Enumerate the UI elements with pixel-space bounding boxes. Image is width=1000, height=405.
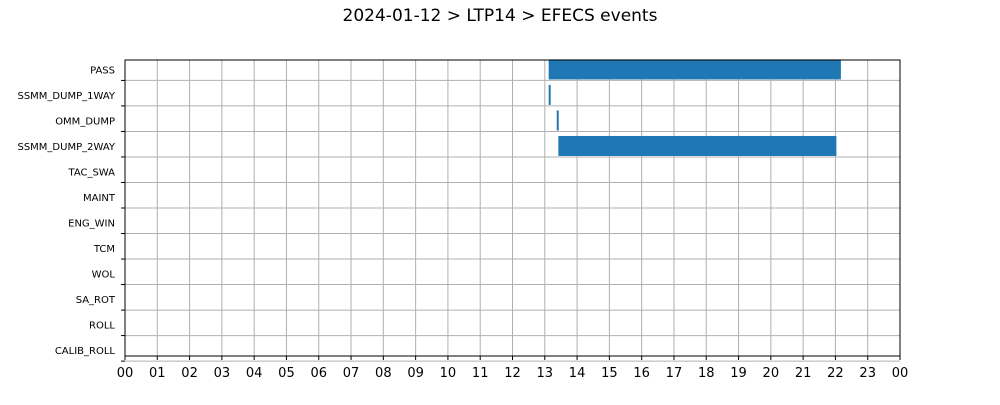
x-tick-label: 11: [472, 366, 489, 381]
x-tick-label: 06: [310, 366, 327, 381]
x-tick-label: 07: [343, 366, 360, 381]
x-tick-label: 04: [246, 366, 263, 381]
y-tick-label: SSMM_DUMP_1WAY: [17, 91, 115, 102]
event-bar-ssmm-dump-1way: [548, 84, 551, 105]
x-tick-label: 14: [569, 366, 586, 381]
x-tick-label: 22: [827, 366, 844, 381]
x-tick-label: 13: [537, 366, 554, 381]
x-tick-label: 00: [892, 366, 909, 381]
y-tick-label: TCM: [93, 244, 115, 255]
event-bar-pass: [548, 59, 841, 80]
y-tick-label: WOL: [92, 270, 116, 281]
x-tick-label: 00: [117, 366, 134, 381]
x-tick-label: 05: [278, 366, 295, 381]
y-tick-label: CALIB_ROLL: [55, 346, 116, 357]
y-tick-label: MAINT: [83, 193, 116, 204]
y-tick-label: SA_ROT: [76, 295, 116, 306]
event-bar-omm-dump: [556, 110, 559, 131]
x-tick-label: 02: [181, 366, 198, 381]
x-tick-label: 01: [149, 366, 166, 381]
x-tick-label: 20: [763, 366, 780, 381]
chart-title: 2024-01-12 > LTP14 > EFECS events: [342, 6, 658, 26]
y-tick-label: ROLL: [89, 321, 115, 332]
x-tick-label: 12: [504, 366, 521, 381]
x-tick-label: 21: [795, 366, 812, 381]
x-tick-label: 19: [730, 366, 747, 381]
x-tick-label: 15: [601, 366, 618, 381]
y-tick-label: TAC_SWA: [67, 167, 115, 178]
event-bar-ssmm-dump-2way: [558, 135, 837, 156]
x-tick-label: 08: [375, 366, 392, 381]
x-tick-label: 17: [666, 366, 683, 381]
x-tick-label: 10: [440, 366, 457, 381]
x-tick-label: 23: [859, 366, 876, 381]
x-tick-label: 16: [633, 366, 650, 381]
x-tick-label: 09: [407, 366, 424, 381]
y-tick-label: SSMM_DUMP_2WAY: [17, 142, 115, 153]
x-tick-label: 18: [698, 366, 715, 381]
y-tick-label: ENG_WIN: [68, 219, 115, 230]
y-tick-label: PASS: [90, 65, 115, 76]
x-tick-label: 03: [214, 366, 231, 381]
y-tick-label: OMM_DUMP: [55, 116, 115, 127]
